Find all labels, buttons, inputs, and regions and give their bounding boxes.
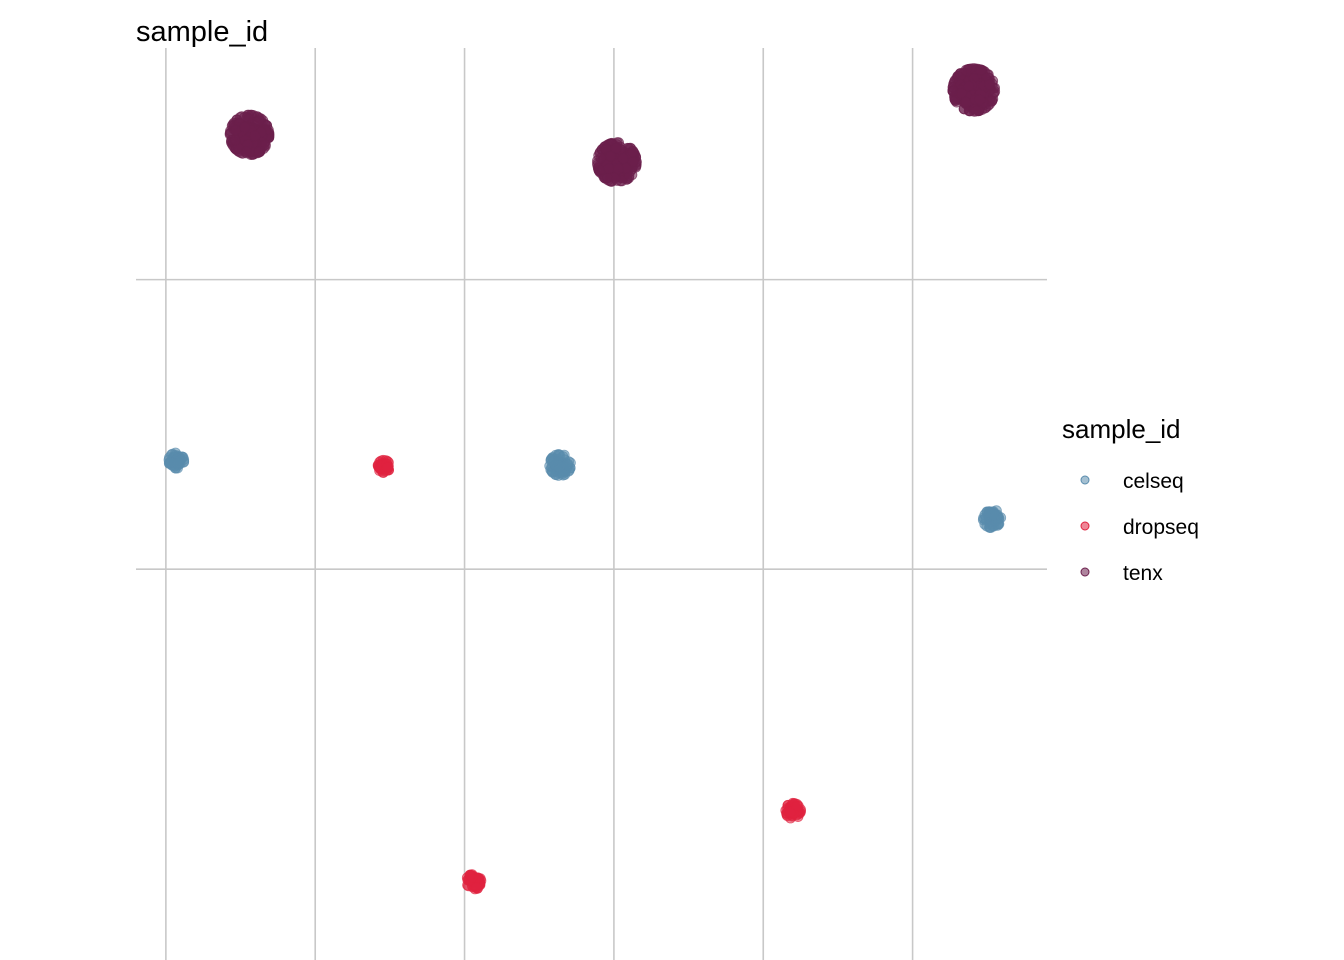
point-tenx-1 <box>605 150 616 162</box>
point-tenx-0 <box>230 124 242 136</box>
point-tenx-0 <box>253 146 265 158</box>
grid-lines <box>136 48 1047 960</box>
point-tenx-2 <box>975 64 987 76</box>
point-celseq-2 <box>984 521 995 533</box>
point-celseq-2 <box>989 509 1000 521</box>
point-tenx-1 <box>617 153 629 164</box>
point-tenx-2 <box>974 94 986 106</box>
series-tenx <box>224 63 1001 187</box>
point-dropseq-2 <box>784 807 796 818</box>
point-tenx-2 <box>984 79 995 90</box>
legend: sample_id celseq dropseq tenx <box>1062 414 1199 585</box>
point-celseq-0 <box>172 458 184 470</box>
legend-title: sample_id <box>1062 414 1181 444</box>
point-tenx-0 <box>249 130 261 142</box>
legend-entries: celseq dropseq tenx <box>1080 470 1199 585</box>
legend-label-tenx: tenx <box>1123 562 1163 585</box>
point-dropseq-0 <box>382 461 394 473</box>
point-tenx-0 <box>239 121 251 133</box>
chart-title: sample_id <box>136 16 268 48</box>
point-celseq-1 <box>561 459 573 471</box>
point-dropseq-1 <box>464 869 476 881</box>
point-tenx-1 <box>613 163 624 175</box>
series-celseq <box>163 447 1007 533</box>
legend-key-celseq <box>1080 475 1090 485</box>
point-celseq-1 <box>553 449 564 461</box>
point-tenx-0 <box>240 146 252 157</box>
legend-key-dropseq <box>1080 521 1090 531</box>
series-dropseq <box>372 454 806 895</box>
point-tenx-2 <box>960 96 972 108</box>
point-tenx-1 <box>610 142 622 154</box>
point-tenx-2 <box>963 80 975 92</box>
point-tenx-2 <box>956 87 968 99</box>
legend-label-dropseq: dropseq <box>1123 516 1199 539</box>
point-celseq-1 <box>557 469 569 481</box>
point-tenx-2 <box>970 105 982 117</box>
point-dropseq-1 <box>470 882 482 893</box>
data-points <box>163 63 1007 895</box>
legend-key-tenx <box>1080 567 1090 577</box>
point-tenx-1 <box>627 146 639 158</box>
point-dropseq-2 <box>791 801 803 812</box>
legend-label-celseq: celseq <box>1123 470 1184 493</box>
point-tenx-0 <box>253 115 265 126</box>
point-tenx-1 <box>603 163 614 174</box>
